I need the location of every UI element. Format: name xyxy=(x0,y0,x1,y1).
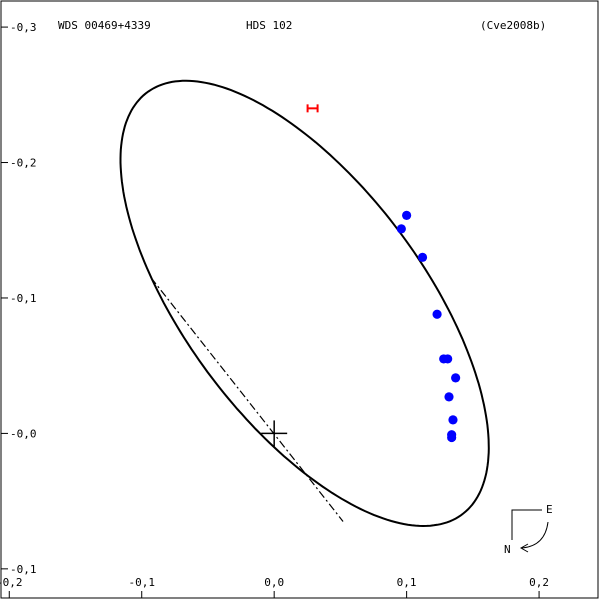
compass-arm xyxy=(511,509,542,540)
x-tick-label: 0,0 xyxy=(264,576,284,589)
observation-point xyxy=(443,354,453,364)
first-measure-marker xyxy=(306,104,319,113)
observation-point xyxy=(444,392,454,402)
compass-arrowhead xyxy=(519,543,529,553)
compass-north-label: N xyxy=(504,543,511,556)
discoverer-label: HDS 102 xyxy=(246,19,292,32)
wds-id-label: WDS 00469+4339 xyxy=(58,19,151,32)
compass-east-label: E xyxy=(546,503,553,516)
y-tick-label: -0,0 xyxy=(10,427,37,440)
observation-point xyxy=(396,224,406,234)
observation-point xyxy=(447,432,457,443)
observation-points xyxy=(396,210,461,443)
x-tick-label: -0,1 xyxy=(128,576,155,589)
observation-point xyxy=(417,252,428,262)
y-tick-label: -0,1 xyxy=(10,292,37,305)
line-of-nodes xyxy=(150,277,344,522)
y-tick-label: -0,1 xyxy=(10,563,37,576)
observation-point xyxy=(402,210,412,220)
observation-point xyxy=(451,373,461,383)
compass-arrow-arc xyxy=(521,521,549,549)
primary-star-marker xyxy=(261,420,288,447)
orbit-ellipse xyxy=(119,79,490,528)
compass: E N xyxy=(504,503,553,556)
observation-point xyxy=(432,309,442,319)
axis-ticks: -0,2-0,10,00,10,2-0,3-0,2-0,1-0,0-0,1 xyxy=(0,21,549,598)
observation-point xyxy=(448,415,458,425)
y-tick-label: -0,3 xyxy=(10,21,37,34)
x-tick-label: 0,2 xyxy=(529,576,549,589)
y-tick-label: -0,2 xyxy=(10,157,37,170)
x-tick-label: 0,1 xyxy=(397,576,417,589)
reference-label: (Cve2008b) xyxy=(480,19,546,32)
x-tick-label: -0,2 xyxy=(0,576,23,589)
